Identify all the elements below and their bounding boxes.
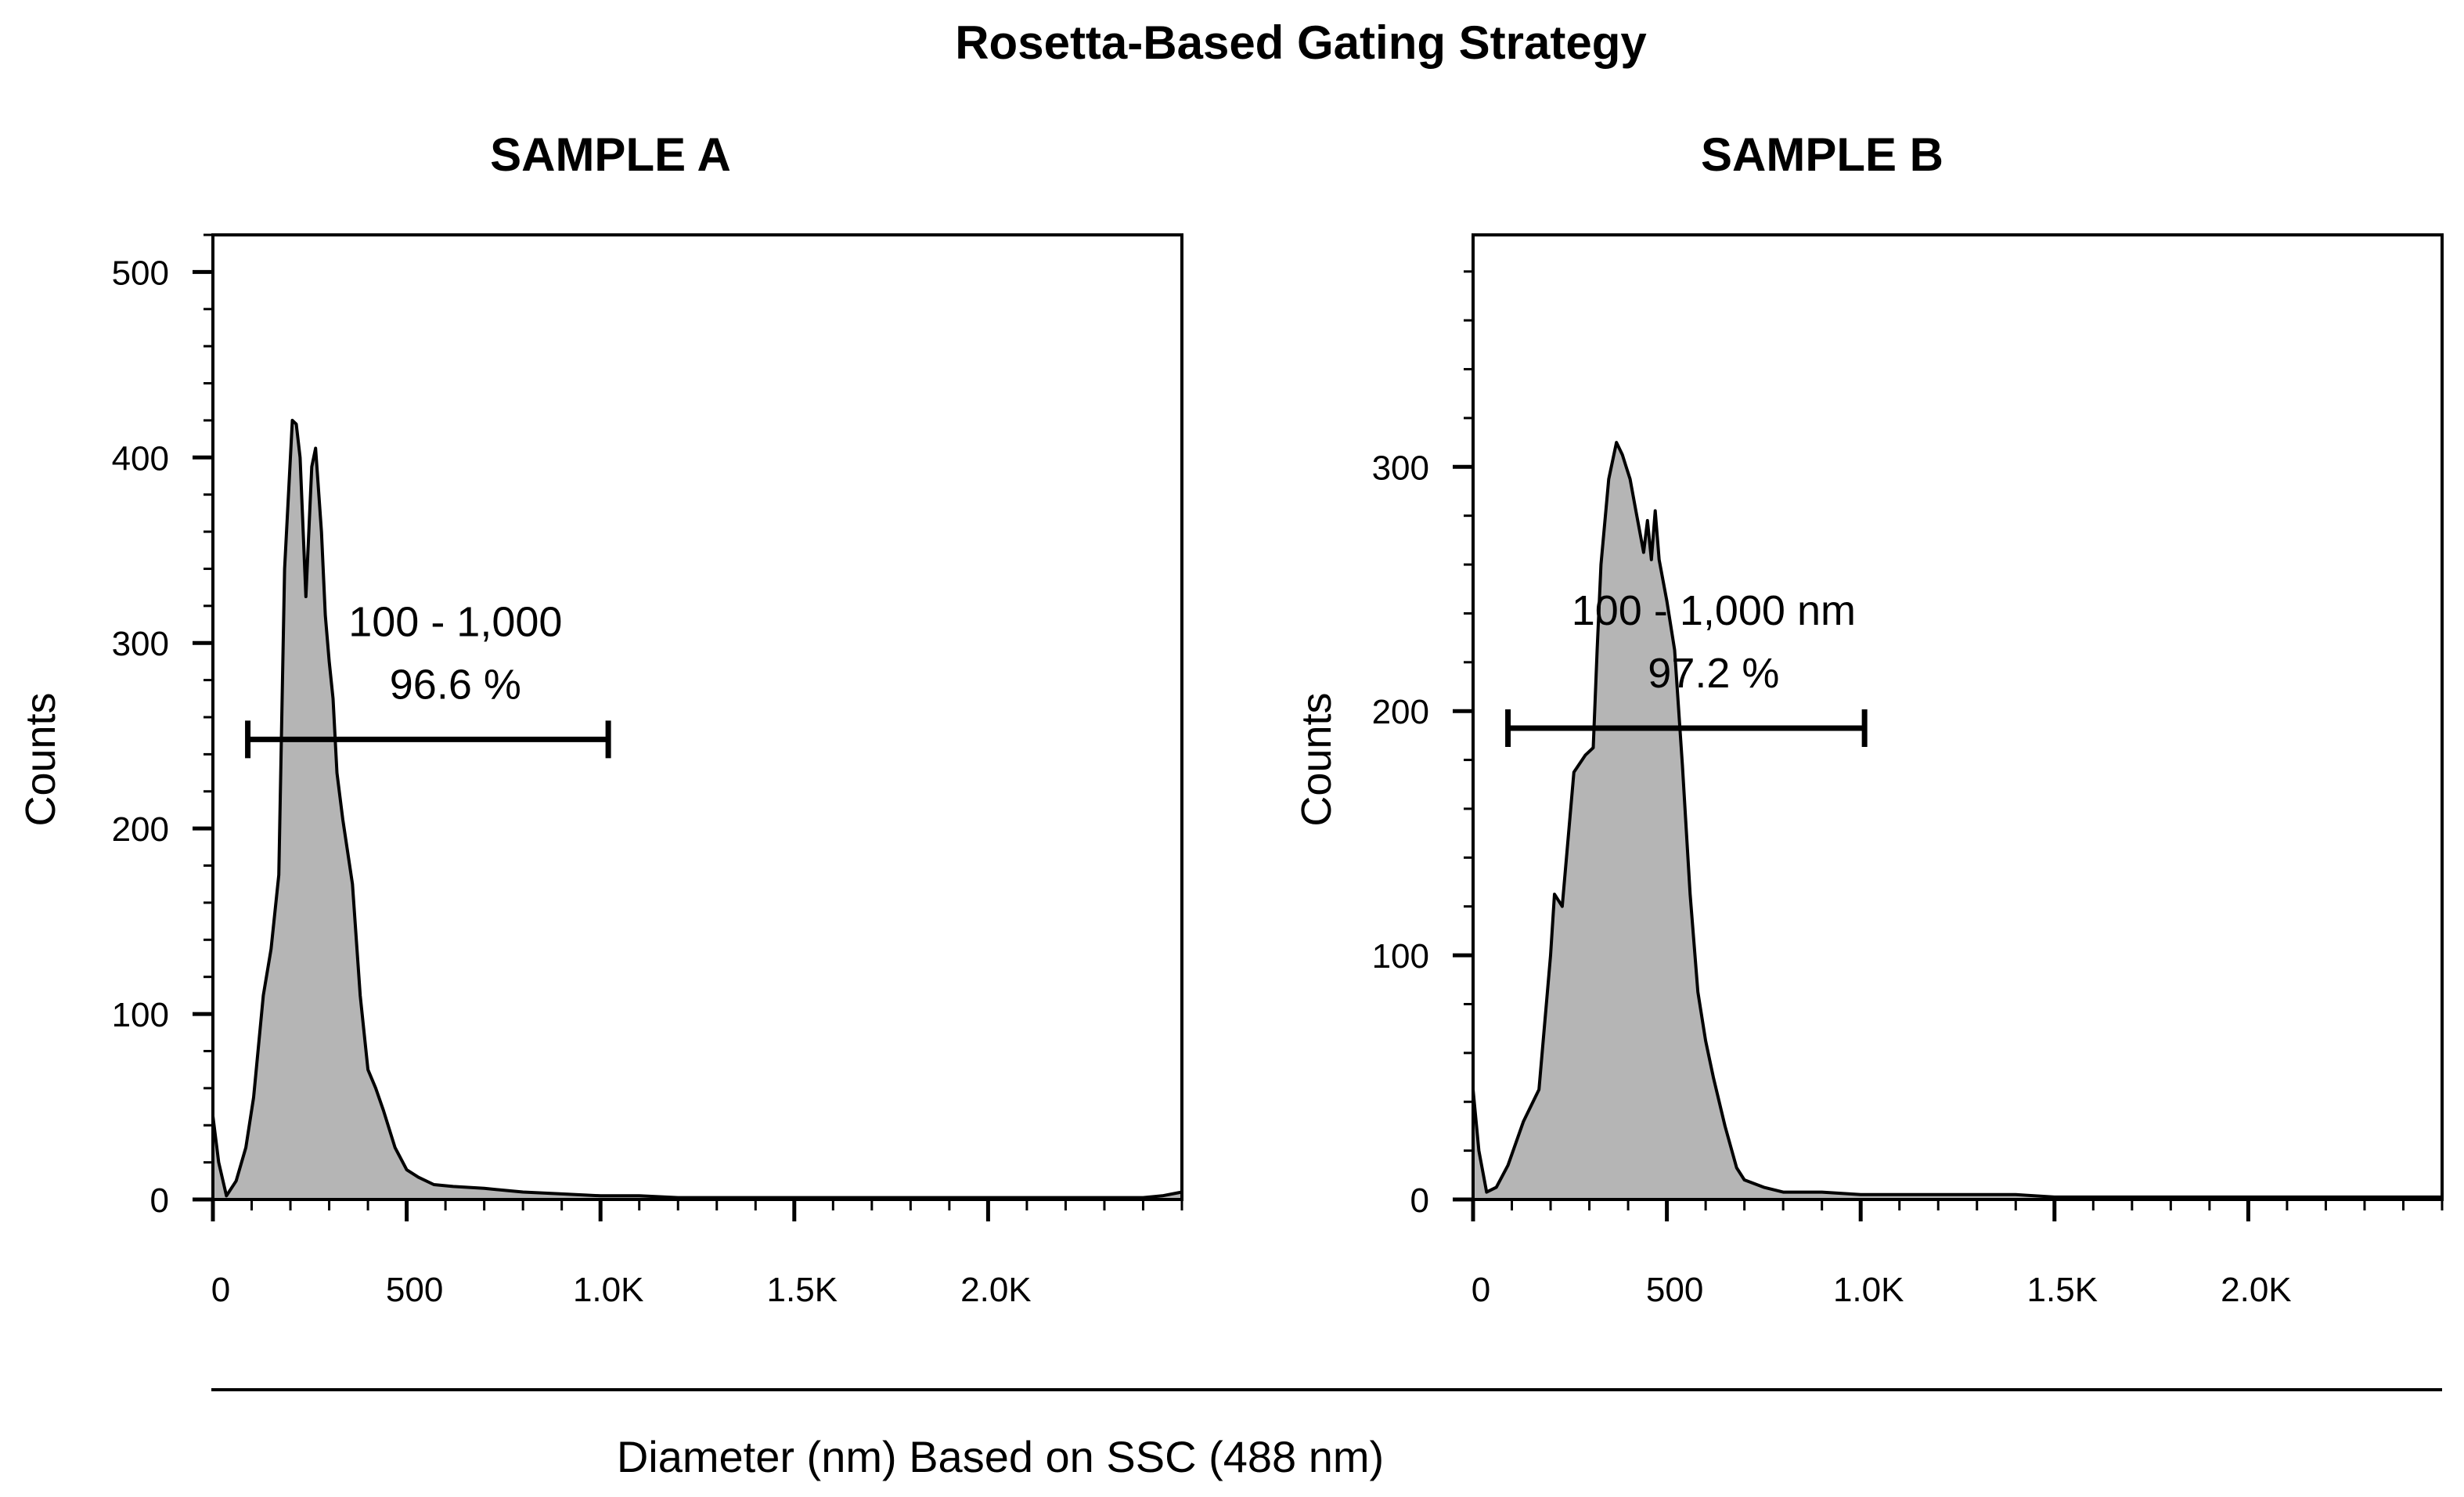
y-tick-label-sample-a: 200 [112,810,169,849]
y-tick-label-sample-a: 500 [112,254,169,292]
x-tick-label-sample-b: 1.0K [1833,1271,1904,1309]
plot-frame-sample-b [1472,233,2444,1201]
panel-title-sample-a: SAMPLE A [490,128,731,181]
y-tick-label-sample-b: 0 [1410,1181,1429,1220]
y-tick-label-sample-b: 200 [1372,693,1429,731]
gate-label-sample-a: 100 - 1,000 [348,598,562,645]
y-axis-label-sample-b: Counts [1293,692,1340,826]
y-tick-label-sample-a: 100 [112,996,169,1034]
x-tick-label-sample-a: 1.5K [767,1271,838,1309]
gate-value-sample-b: 97.2 % [1648,650,1779,697]
x-tick-label-sample-a: 1.0K [573,1271,644,1309]
histogram-area-sample-b [1473,442,2442,1199]
y-axis-label-sample-a: Counts [17,692,64,826]
panel-sample-a: SAMPLE A Counts 0 100 200 300 400 500 0 500 1.0K… [17,128,1183,1309]
panel-sample-b: SAMPLE B Counts 0 100 200 300 0 500 1.0K 1.5K 2.… [1293,128,2444,1309]
x-tick-label-sample-b: 500 [1646,1271,1703,1309]
histogram-line-sample-a [211,418,1183,1199]
y-tick-label-sample-a: 0 [150,1181,169,1220]
figure-title: Rosetta-Based Gating Strategy [955,16,1647,69]
x-tick-label-sample-b: 1.5K [2027,1271,2098,1309]
histogram-line-sample-b [1472,441,2442,1199]
shared-x-axis-label: Diameter (nm) Based on SSC (488 nm) [617,1432,1384,1481]
panel-title-sample-b: SAMPLE B [1701,128,1943,181]
x-tick-label-sample-b: 0 [1472,1271,1490,1309]
histogram-area-sample-a [213,420,1182,1199]
gate-value-sample-a: 96.6 % [390,661,521,708]
x-tick-label-sample-a: 500 [386,1271,443,1309]
x-tick-label-sample-a: 2.0K [960,1271,1032,1309]
y-tick-label-sample-b: 300 [1372,449,1429,487]
x-tick-label-sample-b: 2.0K [2221,1271,2292,1309]
y-tick-label-sample-a: 300 [112,625,169,663]
x-tick-label-sample-a: 0 [211,1271,230,1309]
plot-marks-sample-b: 0 100 200 300 0 500 1.0K 1.5K 2.0K [1372,233,2444,1309]
y-tick-label-sample-a: 400 [112,439,169,478]
plot-marks-sample-a: 0 100 200 300 400 500 0 500 1.0K 1.5K 2.0K [112,233,1183,1309]
y-tick-label-sample-b: 100 [1372,937,1429,976]
gate-label-sample-b: 100 - 1,000 nm [1572,587,1856,634]
